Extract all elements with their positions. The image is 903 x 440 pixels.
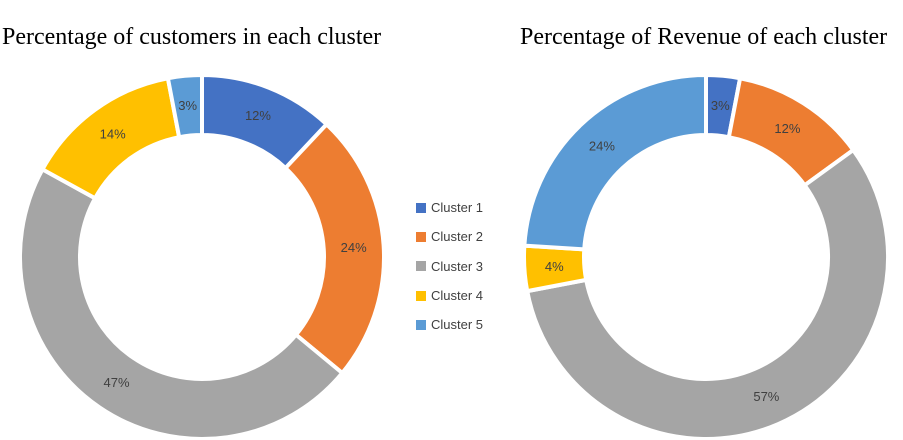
donut-slice-cluster-3 [18,166,346,440]
legend-item-cluster-1: Cluster 1 [416,193,483,222]
chart-title-revenue: Percentage of Revenue of each cluster [520,24,888,50]
legend-item-cluster-3: Cluster 3 [416,252,483,281]
slice-label-cluster-3: 47% [104,375,130,390]
slice-label-cluster-4: 4% [545,259,564,274]
legend-swatch [416,202,426,213]
legend-item-cluster-5: Cluster 5 [416,310,483,339]
slice-label-cluster-4: 14% [100,127,126,142]
slice-label-cluster-1: 3% [711,98,730,113]
slice-label-cluster-1: 12% [245,108,271,123]
legend-label: Cluster 3 [431,258,484,274]
legend: Cluster 1 Cluster 2 Cluster 3 Cluster 4 … [416,193,483,339]
donut-slice-cluster-5 [165,72,204,140]
slice-label-cluster-3: 57% [753,389,779,404]
legend-label: Cluster 1 [431,200,484,216]
legend-swatch [416,290,426,301]
legend-label: Cluster 2 [431,229,484,245]
slice-label-cluster-2: 12% [774,121,800,136]
chart-title-customers: Percentage of customers in each cluster [2,24,382,50]
donut-slice-cluster-3 [524,147,890,440]
legend-swatch [416,261,426,272]
legend-item-cluster-4: Cluster 4 [416,281,483,310]
slice-label-cluster-5: 24% [589,139,615,154]
slice-label-cluster-5: 3% [178,98,197,113]
legend-label: Cluster 4 [431,288,484,304]
slice-label-cluster-2: 24% [341,240,367,255]
donut-slice-cluster-2 [282,121,386,376]
legend-swatch [416,319,426,330]
donut-slice-cluster-5 [522,72,708,252]
legend-item-cluster-2: Cluster 2 [416,222,483,251]
legend-swatch [416,231,426,242]
legend-label: Cluster 5 [431,317,484,333]
